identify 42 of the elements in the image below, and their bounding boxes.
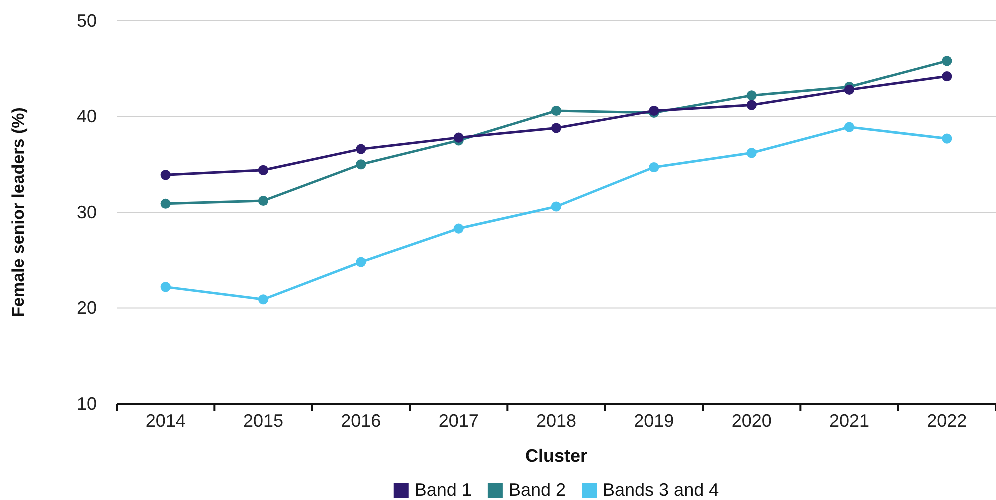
x-tick-label: 2015 [243, 410, 284, 431]
point [160, 198, 171, 209]
point [746, 148, 757, 158]
point [649, 162, 660, 173]
point [258, 165, 269, 176]
point [258, 196, 269, 206]
point [160, 282, 171, 292]
point [160, 170, 171, 180]
point [454, 224, 464, 234]
point [746, 90, 757, 101]
point [942, 72, 952, 82]
point [551, 106, 562, 116]
point [844, 122, 855, 132]
y-tick-label: 10 [76, 394, 97, 414]
point [844, 84, 855, 95]
point [454, 132, 464, 143]
y-axis-title: Female senior leaders (%) [9, 108, 28, 318]
x-tick-label: 2020 [732, 410, 772, 431]
x-tick-label: 2017 [438, 410, 479, 431]
y-tick-label: 50 [76, 10, 97, 31]
x-tick-label: 2014 [146, 410, 186, 431]
point [258, 294, 269, 305]
point [356, 160, 366, 170]
point [942, 134, 952, 144]
x-tick-label: 2021 [829, 410, 870, 431]
x-axis-title: Cluster [525, 446, 588, 466]
point [356, 144, 366, 154]
x-tick-label: 2016 [341, 410, 382, 431]
x-tick-label: 2022 [927, 410, 968, 431]
point [746, 100, 757, 110]
y-tick-label: 40 [76, 106, 97, 127]
y-tick-label: 30 [76, 202, 97, 222]
legend-label: Bands 3 and 4 [603, 480, 720, 500]
point [551, 202, 562, 212]
point [942, 56, 952, 66]
x-tick-label: 2018 [536, 410, 577, 431]
x-tick-label: 2019 [634, 410, 674, 431]
legend-label: Band 1 [414, 480, 472, 500]
point [551, 123, 562, 134]
legend-label: Band 2 [508, 480, 566, 500]
point [356, 257, 366, 268]
y-tick-label: 20 [76, 298, 97, 318]
